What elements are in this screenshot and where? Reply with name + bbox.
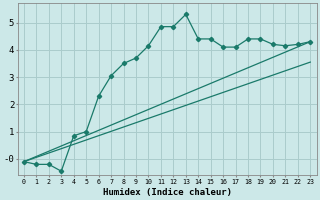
- X-axis label: Humidex (Indice chaleur): Humidex (Indice chaleur): [103, 188, 232, 197]
